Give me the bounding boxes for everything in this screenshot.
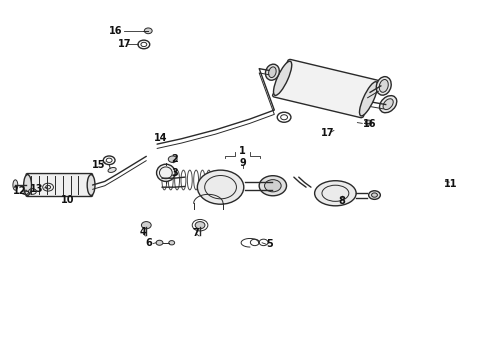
Circle shape <box>371 193 377 197</box>
Text: 6: 6 <box>146 238 152 248</box>
Text: 15: 15 <box>92 160 105 170</box>
Text: 1: 1 <box>239 145 246 156</box>
Ellipse shape <box>379 80 388 92</box>
Circle shape <box>142 222 151 229</box>
FancyBboxPatch shape <box>272 59 379 118</box>
Ellipse shape <box>360 82 378 116</box>
Ellipse shape <box>157 164 175 181</box>
Ellipse shape <box>273 61 292 95</box>
Ellipse shape <box>108 167 116 172</box>
Text: 7: 7 <box>193 228 199 238</box>
Text: 12: 12 <box>13 186 26 196</box>
Text: 2: 2 <box>172 154 178 164</box>
Ellipse shape <box>315 181 356 206</box>
Text: 8: 8 <box>338 196 345 206</box>
Ellipse shape <box>383 99 393 109</box>
Ellipse shape <box>269 67 276 77</box>
Text: 3: 3 <box>172 168 178 178</box>
Circle shape <box>195 222 205 229</box>
Text: 11: 11 <box>443 179 457 189</box>
Circle shape <box>365 120 372 125</box>
Text: 16: 16 <box>363 119 377 129</box>
Circle shape <box>169 240 174 245</box>
Text: 9: 9 <box>239 158 246 168</box>
FancyBboxPatch shape <box>26 174 93 197</box>
Text: 13: 13 <box>30 184 44 194</box>
Text: 4: 4 <box>140 227 147 237</box>
Circle shape <box>368 191 380 199</box>
Ellipse shape <box>87 175 95 195</box>
Ellipse shape <box>266 64 279 80</box>
Text: 16: 16 <box>109 26 123 36</box>
Ellipse shape <box>197 170 244 204</box>
Text: 10: 10 <box>61 195 75 205</box>
Circle shape <box>145 28 152 34</box>
Ellipse shape <box>380 96 397 113</box>
Text: 5: 5 <box>267 239 273 249</box>
Circle shape <box>168 156 177 162</box>
Ellipse shape <box>376 77 391 95</box>
Circle shape <box>259 176 287 196</box>
Ellipse shape <box>24 175 31 195</box>
Text: 14: 14 <box>154 134 167 143</box>
Ellipse shape <box>13 180 18 190</box>
Text: 17: 17 <box>118 40 131 49</box>
Circle shape <box>156 240 163 245</box>
Circle shape <box>265 180 281 192</box>
Text: 17: 17 <box>321 129 335 138</box>
